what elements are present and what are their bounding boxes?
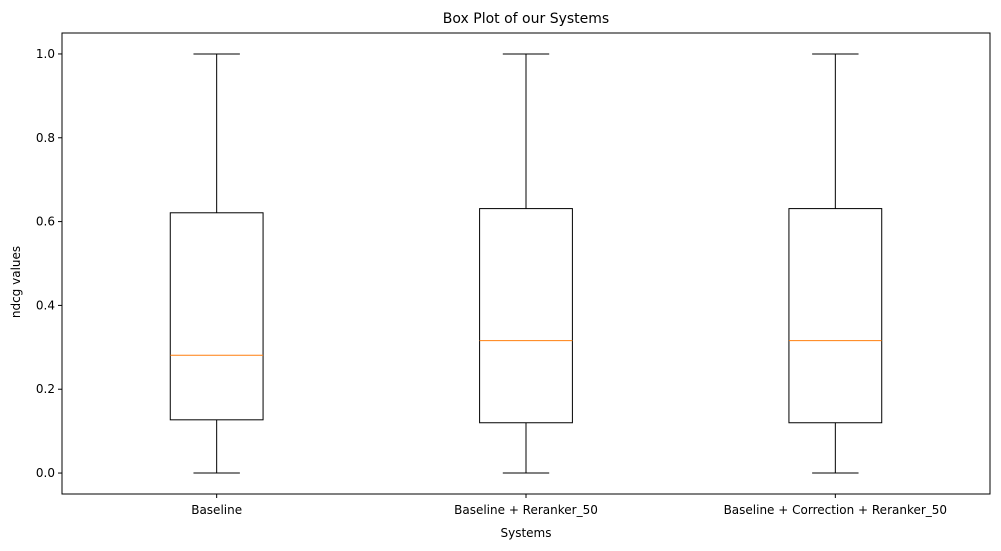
box-iqr [479, 208, 573, 424]
x-tick-label: Baseline + Reranker_50 [454, 503, 598, 517]
y-tick-label: 0.6 [36, 215, 55, 229]
box-iqr [788, 208, 883, 424]
y-tick-label: 0.8 [36, 131, 55, 145]
chart-title: Box Plot of our Systems [443, 11, 609, 27]
y-tick-label: 0.4 [36, 298, 55, 312]
x-tick-label: Baseline [191, 503, 242, 517]
axes-frame [61, 32, 991, 495]
plot-area: Baseline Baseline + Reranker_50 Baseline +… [36, 32, 991, 517]
x-axis-label: Systems [501, 526, 552, 540]
x-tick-label: Baseline + Correction + Reranker_50 [724, 503, 948, 517]
box-iqr [169, 212, 264, 421]
y-tick-label: 1.0 [36, 47, 55, 61]
y-tick-label: 0.2 [36, 382, 55, 396]
y-tick-label: 0.0 [36, 466, 55, 480]
y-axis-label: ndcg values [9, 246, 23, 318]
